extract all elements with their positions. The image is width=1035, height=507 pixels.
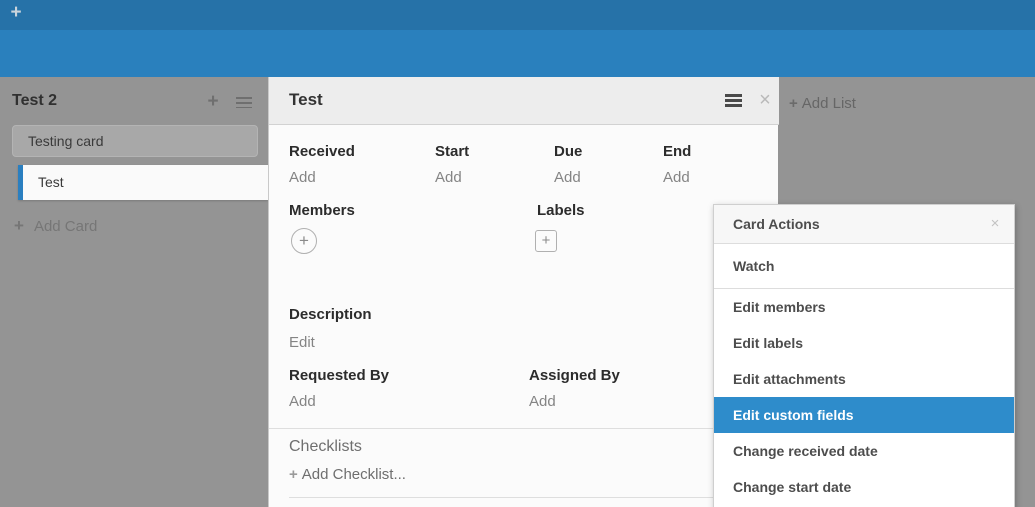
add-member-button[interactable]: + — [291, 228, 317, 254]
menu-item-edit-attachments[interactable]: Edit attachments — [733, 371, 846, 387]
board-canvas: Test 2 + Testing card Test Add Card Test… — [0, 77, 1035, 507]
description-label: Description — [289, 306, 372, 323]
hamburger-menu-icon[interactable] — [725, 94, 742, 107]
requested-by-label: Requested By — [289, 367, 390, 384]
minicard-testing-card[interactable]: Testing card — [12, 125, 258, 157]
description-edit-link[interactable]: Edit — [289, 334, 315, 351]
add-board-icon[interactable]: + — [10, 2, 22, 23]
plus-icon — [289, 466, 298, 483]
board-header-bar — [0, 30, 1035, 77]
card-actions-header: Card Actions × — [714, 205, 1014, 244]
list-test2: Test 2 + Testing card Test Add Card — [0, 77, 268, 507]
section-divider — [289, 497, 767, 498]
minicard-test-active[interactable]: Test — [18, 165, 268, 200]
menu-item-change-received-date[interactable]: Change received date — [733, 443, 878, 459]
add-card-label: Add Card — [33, 218, 98, 235]
requested-by-add-link[interactable]: Add — [289, 393, 316, 410]
start-add-link[interactable]: Add — [435, 169, 462, 186]
add-list-button[interactable]: Add List — [789, 95, 856, 112]
add-checklist-label: Add Checklist... — [301, 466, 406, 483]
received-add-link[interactable]: Add — [289, 169, 316, 186]
card-title: Test — [289, 90, 323, 109]
card-detail-header: Test × — [269, 77, 779, 125]
menu-item-edit-members[interactable]: Edit members — [733, 299, 826, 315]
list-menu-icon[interactable] — [236, 97, 252, 108]
end-label: End — [663, 143, 692, 160]
menu-item-change-start-date[interactable]: Change start date — [733, 479, 852, 495]
menu-item-watch[interactable]: Watch — [714, 244, 1014, 289]
list-header: Test 2 + — [12, 92, 258, 114]
add-card-button[interactable]: Add Card — [14, 216, 97, 236]
members-label: Members — [289, 202, 355, 219]
card-detail-panel: Test × Received Add Start Add Due Add En… — [268, 77, 779, 507]
popup-close-icon[interactable]: × — [990, 215, 1000, 232]
add-checklist-button[interactable]: Add Checklist... — [289, 466, 406, 483]
start-label: Start — [435, 143, 470, 160]
received-label: Received — [289, 143, 355, 160]
menu-item-edit-labels[interactable]: Edit labels — [733, 335, 804, 351]
section-divider — [269, 428, 779, 429]
list-title: Test 2 — [12, 92, 58, 109]
close-card-icon[interactable]: × — [759, 89, 771, 111]
top-nav-bar: + — [0, 0, 1035, 30]
list-add-card-icon[interactable]: + — [207, 91, 219, 112]
end-add-link[interactable]: Add — [663, 169, 690, 186]
add-label-button[interactable]: + — [535, 230, 557, 252]
labels-label: Labels — [537, 202, 585, 219]
assigned-by-label: Assigned By — [529, 367, 620, 384]
add-list-label: Add List — [801, 95, 856, 112]
assigned-by-add-link[interactable]: Add — [529, 393, 556, 410]
plus-icon — [789, 95, 798, 112]
due-add-link[interactable]: Add — [554, 169, 581, 186]
checklists-label: Checklists — [289, 438, 362, 455]
menu-item-edit-custom-fields[interactable]: Edit custom fields — [714, 397, 1014, 433]
card-actions-popup: Card Actions × Watch Edit members Edit l… — [713, 204, 1015, 507]
due-label: Due — [554, 143, 583, 160]
card-actions-title: Card Actions — [733, 216, 820, 232]
plus-icon — [14, 216, 24, 235]
